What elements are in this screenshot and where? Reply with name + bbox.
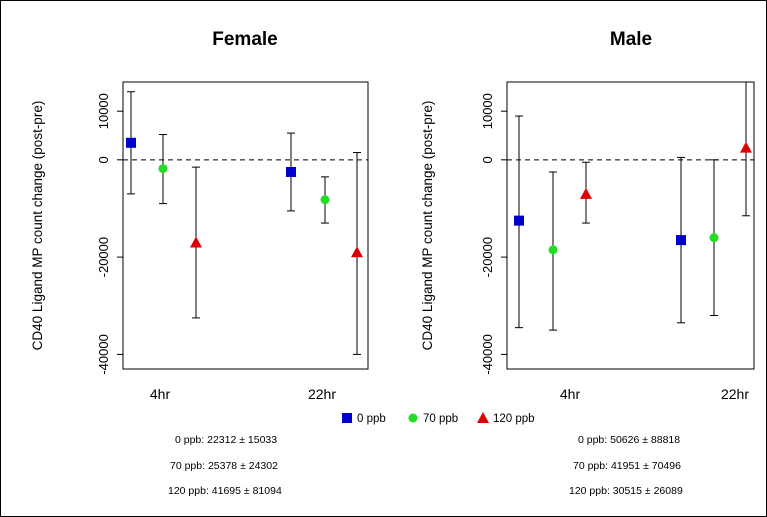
male-y-axis-label: CD40 Ligand MP count change (post-pre)	[420, 101, 435, 351]
legend-label: 70 ppb	[423, 413, 458, 425]
male-x-category-label: 22hr	[721, 386, 749, 402]
male-y-tick-label: 0	[480, 156, 495, 163]
male-chart-title: Male	[610, 29, 652, 50]
male-plot-box	[506, 81, 755, 370]
male-panel: Male -40000 -20000 0 10000 CD40 Ligand MP cou…	[420, 29, 755, 402]
female-data-point	[126, 137, 136, 148]
female-x-category-label: 22hr	[308, 386, 336, 402]
female-y-axis-label: CD40 Ligand MP count change (post-pre)	[30, 101, 45, 351]
male-data-point	[740, 141, 752, 153]
male-data-point	[676, 235, 686, 246]
female-data-point	[351, 246, 363, 258]
male-data-point	[548, 245, 558, 255]
male-x-category-label: 4hr	[560, 386, 581, 402]
female-y-tick-label: -40000	[96, 334, 111, 374]
legend-marker	[408, 413, 418, 423]
female-stat-0ppb: 0 ppb: 22312 ± 15033	[175, 434, 278, 446]
female-data-point	[320, 195, 330, 205]
male-data-point	[514, 215, 524, 226]
female-y-tick-label: 10000	[96, 93, 111, 129]
female-y-tick-label: 0	[96, 156, 111, 163]
legend: 0 ppb 70 ppb 120 ppb	[342, 412, 535, 425]
male-y-tick-label: 10000	[480, 93, 495, 129]
male-data-point	[709, 233, 719, 243]
male-stat-70ppb: 70 ppb: 41951 ± 70496	[573, 460, 681, 472]
female-y-tick-label: -20000	[96, 237, 111, 277]
male-y-tick-label: -40000	[480, 334, 495, 374]
female-data-point	[158, 164, 168, 174]
legend-label: 120 ppb	[493, 413, 535, 425]
male-stat-0ppb: 0 ppb: 50626 ± 88818	[578, 434, 681, 446]
female-x-category-label: 4hr	[150, 386, 171, 402]
male-data-point	[580, 187, 592, 199]
female-plot-box	[122, 81, 369, 370]
female-stat-70ppb: 70 ppb: 25378 ± 24302	[170, 460, 278, 472]
female-chart-title: Female	[212, 29, 277, 50]
male-stat-120ppb: 120 ppb: 30515 ± 26089	[569, 485, 683, 497]
legend-marker	[342, 413, 352, 423]
female-panel: Female -40000 -20000 0 10000 CD40 Ligand MP c…	[30, 29, 369, 402]
legend-label: 0 ppb	[357, 413, 386, 425]
female-stat-120ppb: 120 ppb: 41695 ± 81094	[168, 485, 282, 497]
legend-marker	[477, 412, 489, 423]
female-data-point	[286, 166, 296, 177]
male-y-tick-label: -20000	[480, 237, 495, 277]
female-data-point	[190, 236, 202, 248]
